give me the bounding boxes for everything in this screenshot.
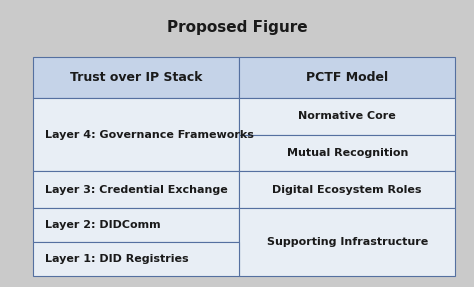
Bar (33, 57, 239, 98)
Text: Layer 3: Credential Exchange: Layer 3: Credential Exchange (45, 185, 228, 195)
Text: Layer 2: DIDComm: Layer 2: DIDComm (45, 220, 161, 230)
Bar (239, 135, 455, 172)
Bar (33, 172, 239, 208)
Text: Normative Core: Normative Core (298, 111, 396, 121)
Text: Mutual Recognition: Mutual Recognition (286, 148, 408, 158)
Bar (33, 98, 239, 172)
Text: Layer 1: DID Registries: Layer 1: DID Registries (45, 254, 189, 264)
Bar (33, 208, 239, 242)
Bar (33, 242, 239, 276)
Text: Proposed Figure: Proposed Figure (167, 20, 307, 35)
Text: Digital Ecosystem Roles: Digital Ecosystem Roles (273, 185, 422, 195)
Bar (239, 57, 455, 98)
Text: Layer 4: Governance Frameworks: Layer 4: Governance Frameworks (45, 130, 254, 139)
Bar (239, 98, 455, 135)
Text: Trust over IP Stack: Trust over IP Stack (70, 71, 202, 84)
Text: PCTF Model: PCTF Model (306, 71, 388, 84)
Bar (239, 172, 455, 208)
Bar (239, 208, 455, 276)
Text: Supporting Infrastructure: Supporting Infrastructure (266, 237, 428, 247)
